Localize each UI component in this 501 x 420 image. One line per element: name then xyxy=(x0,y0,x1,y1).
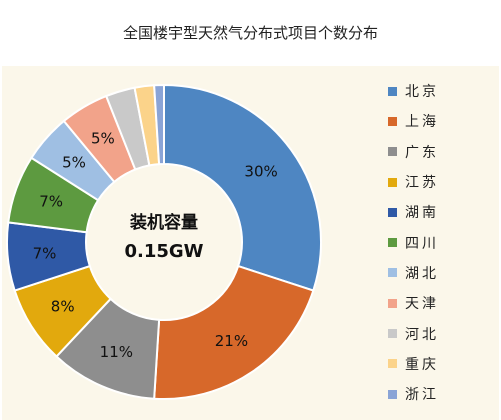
slice-label-5: 7% xyxy=(39,192,63,210)
legend-item-3: 江苏 xyxy=(388,167,439,197)
legend-label: 四川 xyxy=(405,235,439,252)
legend-label: 湖南 xyxy=(405,205,439,222)
legend-item-7: 天津 xyxy=(388,288,439,318)
legend-swatch xyxy=(388,116,397,126)
slice-label-0: 30% xyxy=(244,162,277,180)
slice-label-2: 11% xyxy=(100,343,133,361)
legend-item-0: 北京 xyxy=(388,76,439,106)
legend-item-8: 河北 xyxy=(388,318,439,348)
legend-label: 河北 xyxy=(405,326,439,343)
chart-panel: 30% 21% 11% 8% 7% 7% 5% 5% 装机容量 0.15GW 北京上海广东江苏… xyxy=(2,66,499,420)
legend-swatch xyxy=(388,86,397,96)
legend-item-2: 广东 xyxy=(388,137,439,167)
slice-label-1: 21% xyxy=(215,332,248,350)
chart-title: 全国楼宇型天然气分布式项目个数分布 xyxy=(122,24,378,42)
legend-item-5: 四川 xyxy=(388,227,439,257)
donut-chart: 30% 21% 11% 8% 7% 7% 5% 5% 装机容量 0.15GW xyxy=(6,83,322,400)
legend-swatch xyxy=(388,238,397,248)
legend-label: 天津 xyxy=(405,296,439,313)
legend-label: 北京 xyxy=(405,84,439,101)
legend-swatch xyxy=(388,177,397,187)
slice-10 xyxy=(153,83,165,166)
legend-item-10: 浙江 xyxy=(388,379,439,409)
slice-label-4: 7% xyxy=(33,244,57,262)
legend-label: 湖北 xyxy=(405,265,439,282)
center-label-line2: 0.15GW xyxy=(124,241,203,262)
slice-label-3: 8% xyxy=(51,297,75,315)
legend-swatch xyxy=(388,329,397,339)
slice-0 xyxy=(163,83,322,292)
slice-label-6: 5% xyxy=(62,154,86,172)
legend-label: 浙江 xyxy=(405,387,439,404)
legend-swatch xyxy=(388,268,397,278)
legend-swatch xyxy=(388,147,397,157)
legend-item-4: 湖南 xyxy=(388,197,439,227)
legend-label: 上海 xyxy=(405,114,439,131)
legend: 北京上海广东江苏湖南四川湖北天津河北重庆浙江 xyxy=(388,76,439,409)
legend-swatch xyxy=(388,389,397,399)
legend-swatch xyxy=(388,207,397,217)
legend-label: 江苏 xyxy=(405,175,439,192)
legend-item-9: 重庆 xyxy=(388,349,439,379)
legend-item-6: 湖北 xyxy=(388,258,439,288)
slice-label-7: 5% xyxy=(91,130,115,148)
legend-label: 重庆 xyxy=(405,356,439,373)
legend-swatch xyxy=(388,298,397,308)
slice-1 xyxy=(153,264,315,400)
legend-label: 广东 xyxy=(405,144,439,161)
legend-item-1: 上海 xyxy=(388,106,439,136)
center-label-line1: 装机容量 xyxy=(129,212,198,233)
legend-swatch xyxy=(388,359,397,369)
